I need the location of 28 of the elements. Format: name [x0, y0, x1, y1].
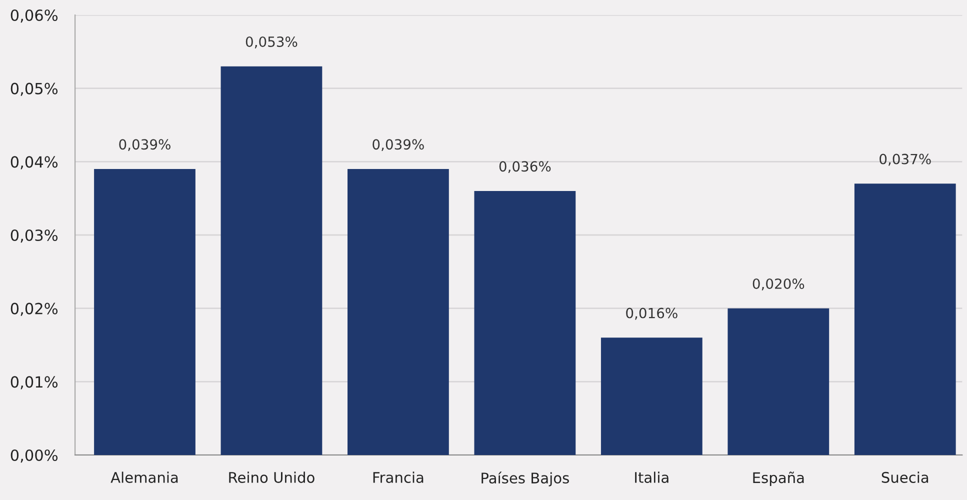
- y-tick-label: 0,02%: [10, 302, 58, 316]
- y-tick-label: 0,05%: [10, 82, 58, 96]
- x-tick-label: Países Bajos: [482, 472, 569, 486]
- y-tick-label: 0,03%: [10, 229, 58, 243]
- data-label: 0,037%: [880, 154, 931, 166]
- x-tick-label: España: [753, 472, 804, 486]
- bar: [728, 308, 830, 455]
- x-tick-label: Alemania: [110, 472, 178, 483]
- y-tick-label: 0,04%: [10, 156, 58, 170]
- bar: [220, 66, 322, 455]
- x-tick-label: Suecia: [882, 472, 928, 483]
- data-label: 0,039%: [372, 139, 424, 152]
- x-tick-label: Francia: [373, 472, 424, 483]
- data-label: 0,020%: [752, 278, 804, 290]
- data-label: 0,036%: [499, 161, 551, 174]
- y-tick-label: 0,01%: [10, 376, 58, 390]
- bar: [474, 191, 576, 455]
- data-label: 0,053%: [246, 36, 298, 48]
- x-tick-label: Reino Unido: [229, 472, 314, 483]
- y-tick-label: 0,00%: [10, 449, 58, 463]
- y-tick-label: 0,06%: [10, 9, 58, 23]
- bar: [94, 169, 196, 455]
- x-tick-label: Italia: [635, 472, 668, 483]
- data-label: 0,039%: [119, 139, 170, 152]
- bar: [854, 184, 956, 455]
- bar: [348, 169, 449, 455]
- data-label: 0,016%: [626, 308, 678, 320]
- bar: [600, 338, 702, 455]
